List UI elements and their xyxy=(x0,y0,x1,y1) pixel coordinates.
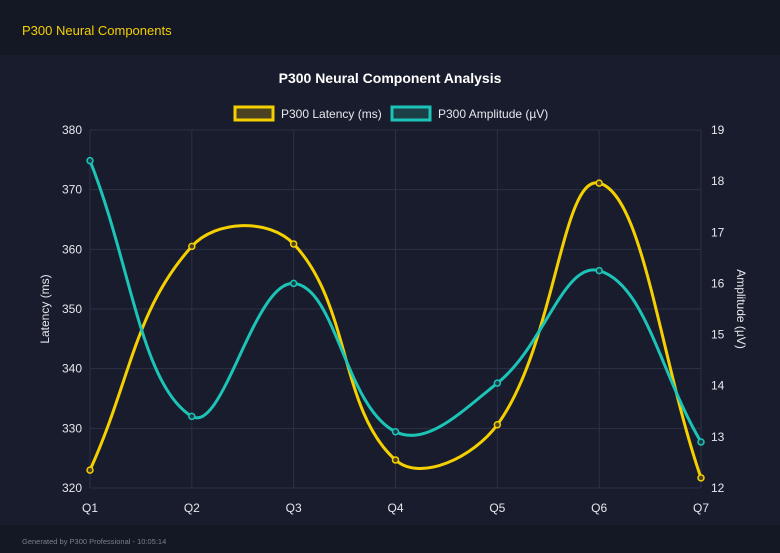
y2-axis-label: Amplitude (µV) xyxy=(734,269,748,349)
y2-tick-label: 18 xyxy=(711,174,725,188)
x-tick-label: Q3 xyxy=(286,501,302,515)
y-tick-label: 350 xyxy=(62,302,82,316)
data-point xyxy=(697,474,705,482)
y-tick-label: 330 xyxy=(62,421,82,435)
page-title: P300 Neural Components xyxy=(22,23,172,38)
data-point xyxy=(697,438,705,446)
legend-swatch xyxy=(233,105,275,122)
y-tick-label: 360 xyxy=(62,242,82,256)
x-tick-label: Q7 xyxy=(693,501,709,515)
data-point xyxy=(493,379,502,387)
data-point xyxy=(493,421,502,429)
legend-label: P300 Amplitude (µV) xyxy=(438,107,548,121)
data-point xyxy=(391,456,400,464)
y-tick-label: 320 xyxy=(62,481,82,495)
data-point xyxy=(391,427,400,436)
y2-tick-label: 17 xyxy=(711,225,725,239)
data-point xyxy=(289,279,298,288)
y-tick-label: 370 xyxy=(62,183,82,197)
x-tick-label: Q2 xyxy=(184,501,200,515)
y2-tick-label: 15 xyxy=(711,328,725,342)
x-tick-label: Q5 xyxy=(489,501,505,515)
y2-tick-label: 19 xyxy=(711,123,725,137)
data-point xyxy=(86,466,94,474)
y2-tick-label: 13 xyxy=(711,430,725,444)
y2-tick-label: 12 xyxy=(711,481,725,495)
data-point xyxy=(595,266,603,275)
chart-title: P300 Neural Component Analysis xyxy=(279,70,502,86)
footer: Generated by P300 Professional - 10:05:1… xyxy=(22,537,167,546)
x-tick-label: Q4 xyxy=(387,501,403,515)
x-tick-label: Q1 xyxy=(82,501,98,515)
y2-tick-label: 16 xyxy=(711,276,725,290)
data-point xyxy=(595,179,603,187)
data-point xyxy=(289,240,298,248)
legend-swatch xyxy=(390,105,432,122)
legend-label: P300 Latency (ms) xyxy=(281,107,382,121)
x-tick-label: Q6 xyxy=(591,501,607,515)
data-point xyxy=(86,156,94,165)
data-point xyxy=(188,412,196,421)
data-point xyxy=(188,242,196,251)
y-tick-label: 380 xyxy=(62,123,82,137)
y-tick-label: 340 xyxy=(62,362,82,376)
y2-tick-label: 14 xyxy=(711,379,725,393)
y-axis-label: Latency (ms) xyxy=(38,274,52,343)
